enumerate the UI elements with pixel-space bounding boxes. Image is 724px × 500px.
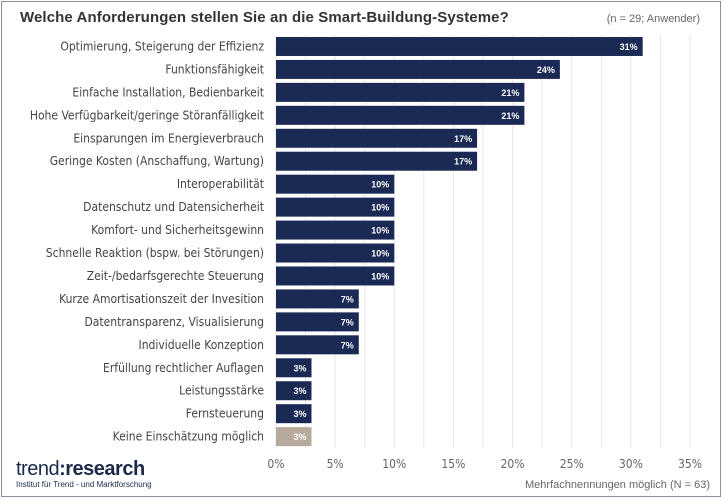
- data-label: 21%: [501, 111, 519, 121]
- bar: [276, 404, 312, 424]
- data-label: 7%: [341, 317, 354, 327]
- footnote: Mehrfachnennungen möglich (N = 63): [525, 479, 710, 491]
- data-label: 3%: [293, 409, 306, 419]
- bar: [276, 289, 359, 309]
- data-label: 3%: [293, 363, 306, 373]
- category-label: Kurze Amortisationszeit der Invesition: [59, 292, 264, 306]
- data-label: 17%: [454, 134, 472, 144]
- bar: [276, 59, 560, 79]
- category-label: Schnelle Reaktion (bspw. bei Störungen): [46, 246, 264, 260]
- data-label: 17%: [454, 157, 472, 167]
- bar: [276, 174, 395, 194]
- data-label: 24%: [537, 65, 555, 75]
- category-label: Zeit-/bedarfsgerechte Steuerung: [87, 269, 264, 283]
- bar: [276, 151, 478, 171]
- data-label: 10%: [371, 226, 389, 236]
- bar: [276, 243, 395, 263]
- bar: [276, 312, 359, 332]
- category-label: Optimierung, Steigerung der Effizienz: [60, 39, 264, 53]
- data-label: 10%: [371, 203, 389, 213]
- bar: [276, 36, 643, 56]
- data-label: 31%: [620, 42, 638, 52]
- category-label: Fernsteuerung: [186, 407, 264, 421]
- data-label: 10%: [371, 249, 389, 259]
- bar: [276, 105, 525, 125]
- category-label: Hohe Verfügbarkeit/geringe Störanfälligk…: [30, 108, 264, 122]
- category-label: Keine Einschätzung möglich: [113, 430, 264, 444]
- bar: [276, 358, 312, 378]
- data-label: 3%: [293, 386, 306, 396]
- bar: [276, 197, 395, 217]
- category-label: Geringe Kosten (Anschaffung, Wartung): [50, 154, 264, 168]
- bar: [276, 128, 478, 148]
- x-tick-label: 20%: [501, 457, 525, 471]
- trendresearch-logo: trend:research Institut für Trend - und …: [16, 458, 152, 489]
- category-label: Individuelle Konzeption: [139, 338, 264, 352]
- data-label: 3%: [293, 432, 306, 442]
- bar: [276, 381, 312, 401]
- data-label: 10%: [371, 271, 389, 281]
- category-label: Leistungsstärke: [179, 384, 264, 398]
- category-label: Einfache Installation, Bedienbarkeit: [72, 85, 264, 99]
- data-label: 7%: [341, 294, 354, 304]
- x-tick-label: 30%: [619, 457, 643, 471]
- category-label: Komfort- und Sicherheitsgewinn: [91, 223, 264, 237]
- x-tick-label: 15%: [441, 457, 465, 471]
- category-label: Datenschutz und Datensicherheit: [83, 200, 264, 214]
- data-label: 21%: [501, 88, 519, 98]
- chart-title: Welche Anforderungen stellen Sie an die …: [20, 9, 509, 26]
- x-tick-label: 25%: [560, 457, 584, 471]
- x-tick-label: 0%: [267, 457, 284, 471]
- x-tick-label: 5%: [327, 457, 344, 471]
- category-label: Einsparungen im Energieverbrauch: [73, 131, 264, 145]
- category-label: Interoperabilität: [177, 177, 264, 191]
- x-tick-label: 35%: [678, 457, 702, 471]
- data-label: 7%: [341, 340, 354, 350]
- bar: [276, 266, 395, 286]
- bar: [276, 335, 359, 355]
- category-label: Funktionsfähigkeit: [165, 62, 264, 76]
- bar: [276, 82, 525, 102]
- x-tick-label: 10%: [382, 457, 406, 471]
- bar: [276, 220, 395, 240]
- sample-note: (n = 29; Anwender): [606, 13, 700, 25]
- category-label: Datentransparenz, Visualisierung: [84, 315, 264, 329]
- data-label: 10%: [371, 180, 389, 190]
- category-label: Erfüllung rechtlicher Auflagen: [103, 361, 264, 375]
- bar: [276, 427, 312, 447]
